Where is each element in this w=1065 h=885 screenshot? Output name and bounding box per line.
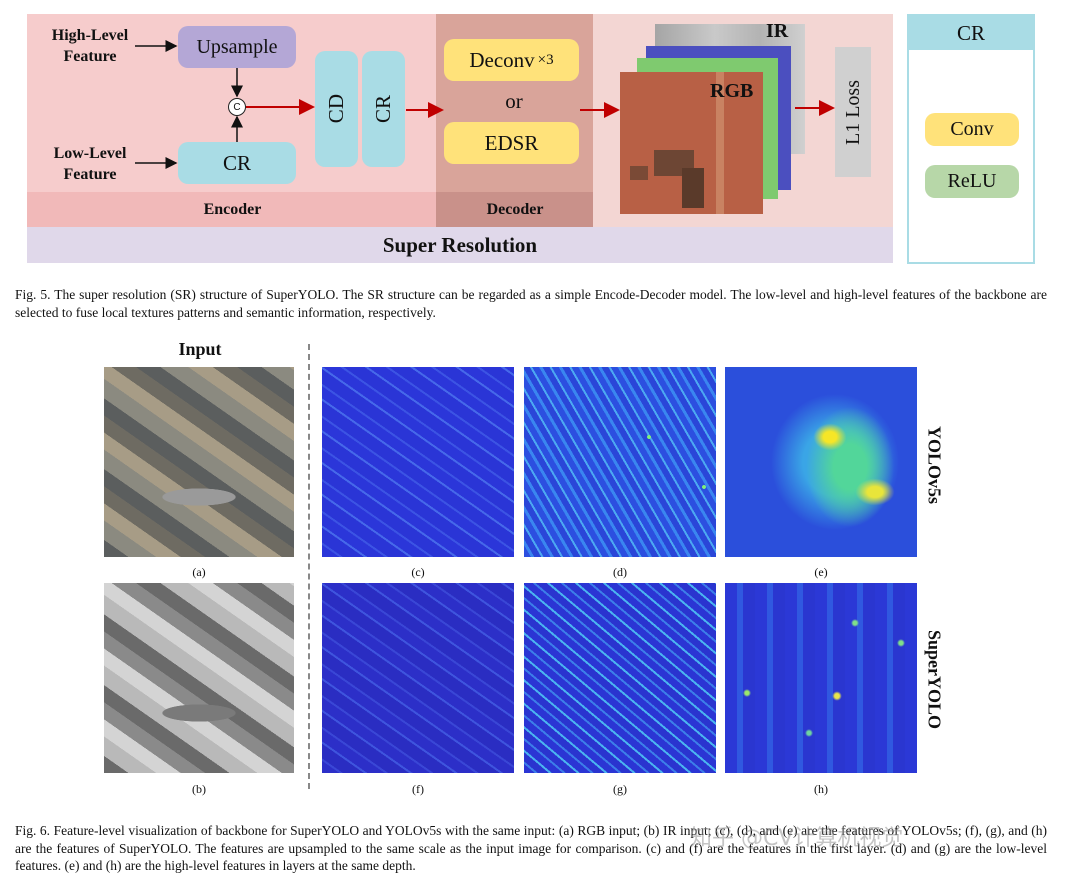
l1-loss-block: L1 Loss xyxy=(835,47,871,177)
row-label-yolov5s: YOLOv5s xyxy=(922,410,946,520)
cd-block: CD xyxy=(315,51,358,167)
yolov5s-text: YOLOv5s xyxy=(924,425,945,504)
fig5-caption: Fig. 5. The super resolution (SR) struct… xyxy=(15,287,1047,320)
watermark: 知乎 @CV计算机视觉 xyxy=(690,826,904,851)
row-label-superyolo: SuperYOLO xyxy=(922,615,946,745)
cr-mid-block: CR xyxy=(362,51,405,167)
sublabel-g: (g) xyxy=(613,782,627,796)
ir-label: IR xyxy=(766,20,789,42)
sublabel-b: (b) xyxy=(192,782,206,796)
sublabel-a: (a) xyxy=(192,565,206,579)
input-title: Input xyxy=(178,339,222,359)
or-label: or xyxy=(505,88,523,113)
sr-bar xyxy=(27,227,893,263)
deconv-block: Deconv ×3 xyxy=(444,39,579,81)
deconv-label: Deconv xyxy=(469,47,535,72)
sublabel-e: (e) xyxy=(814,565,828,579)
sublabel-c: (c) xyxy=(411,565,425,579)
superyolo-feature-high-level xyxy=(725,583,917,773)
fig5-arrows xyxy=(135,40,978,232)
rgb-input-image xyxy=(104,367,294,557)
superyolo-feature-first-layer xyxy=(322,583,514,773)
upsample-block: Upsample xyxy=(178,26,296,68)
superyolo-text: SuperYOLO xyxy=(924,630,945,730)
conv-block: Conv xyxy=(925,113,1019,146)
edsr-block: EDSR xyxy=(444,122,579,164)
encoder-label: Encoder xyxy=(203,201,262,218)
yolov5s-feature-first-layer xyxy=(322,367,514,557)
ir-input-image xyxy=(104,583,294,773)
low-level-feature-label: Low-Level Feature xyxy=(53,145,127,183)
cr-legend-title: CR xyxy=(909,16,1033,50)
superyolo-feature-low-level xyxy=(524,583,716,773)
sublabel-f: (f) xyxy=(412,782,424,796)
yolov5s-feature-low-level xyxy=(524,367,716,557)
sublabel-d: (d) xyxy=(613,565,627,579)
rgb-image xyxy=(620,72,763,214)
decoder-label-band xyxy=(436,192,593,227)
deconv-multiplier: ×3 xyxy=(537,51,554,68)
divider xyxy=(308,344,310,789)
concat-node: C xyxy=(228,98,246,116)
super-resolution-label: Super Resolution xyxy=(382,233,538,257)
encoder-label-band xyxy=(27,192,436,227)
decoder-label: Decoder xyxy=(486,201,544,218)
cr-low-block: CR xyxy=(178,142,296,184)
sublabel-h: (h) xyxy=(814,782,828,796)
yolov5s-feature-high-level xyxy=(725,367,917,557)
relu-block: ReLU xyxy=(925,165,1019,198)
fig6-caption: Fig. 6. Feature-level visualization of b… xyxy=(15,823,1047,873)
high-level-feature-label: High-Level Feature xyxy=(51,27,129,65)
rgb-label: RGB xyxy=(710,80,754,102)
